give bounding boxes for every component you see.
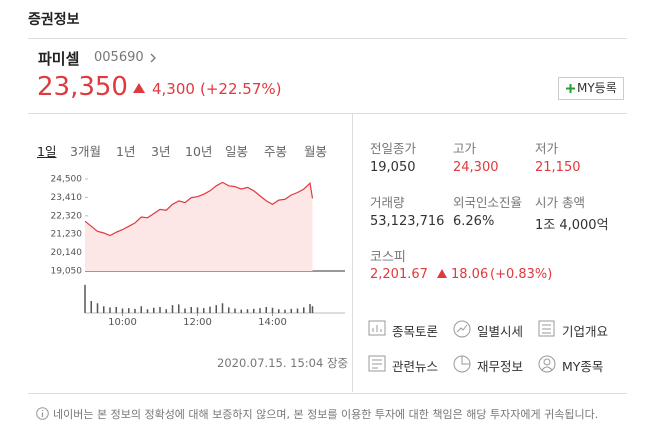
market-change: 18.06: [451, 267, 489, 282]
link[interactable]: 기업개요: [562, 324, 609, 339]
market-value: 2,201.67: [370, 267, 428, 282]
disclaimer: 네이버는 본 정보의 정확성에 대해 보증하지 않으며, 본 정보를 이용한 투…: [53, 408, 599, 421]
price-change-rate: (+22.57%): [200, 80, 282, 98]
icon: [368, 355, 386, 372]
period-tab[interactable]: 3개월: [70, 144, 101, 159]
stat-label: 저가: [535, 141, 559, 156]
section-title: 증권정보: [28, 12, 80, 28]
stat-value: 19,050: [370, 160, 416, 175]
current-price: 23,350: [37, 72, 128, 102]
period-tab[interactable]: 월봉: [304, 144, 328, 159]
stat-value: 6.26%: [453, 214, 495, 229]
stock-code[interactable]: 005690: [94, 50, 144, 65]
link[interactable]: MY종목: [562, 359, 604, 374]
y-tick-label: 23,410: [51, 193, 83, 203]
y-tick-label: 24,500: [51, 175, 83, 185]
link[interactable]: 재무정보: [477, 359, 524, 374]
stat-value: 53,123,716: [370, 214, 445, 229]
my-register-button[interactable]: MY등록: [558, 77, 624, 100]
period-tab[interactable]: 주봉: [264, 144, 288, 159]
link[interactable]: 종목토론: [392, 324, 439, 339]
icon: [538, 355, 556, 373]
up-arrow: [133, 83, 145, 93]
price-line: [84, 181, 314, 237]
period-tab[interactable]: 1일: [37, 144, 57, 159]
market-rate: (+0.83%): [490, 267, 553, 282]
y-tick-label: 22,320: [51, 211, 83, 221]
panel: [28, 38, 627, 394]
price-area: [85, 182, 313, 271]
link[interactable]: 일별시세: [477, 324, 524, 339]
icon: [368, 320, 386, 336]
period-tab[interactable]: 10년: [185, 144, 213, 159]
timestamp: 2020.07.15. 15:04 장중: [217, 356, 349, 370]
icon: [453, 355, 471, 373]
price-change: 4,300: [152, 80, 195, 98]
divider: [352, 113, 353, 392]
period-tab[interactable]: 1년: [116, 144, 136, 159]
icon: [453, 320, 471, 338]
stat-label: 전일종가: [370, 141, 417, 156]
x-tick-label: 10:00: [108, 317, 137, 328]
stat-value: 1조 4,000억: [535, 218, 609, 233]
y-tick-label: 19,050: [51, 267, 83, 277]
stat-value: 21,150: [535, 160, 581, 175]
up-arrow: [437, 269, 447, 278]
chevron: [150, 53, 156, 63]
x-tick-label: 12:00: [183, 317, 212, 328]
info-icon: [36, 407, 49, 420]
stat-label: 외국인소진율: [453, 195, 523, 210]
divider: [28, 113, 627, 114]
period-tab[interactable]: 일봉: [225, 144, 249, 159]
y-tick-label: 21,230: [51, 230, 83, 240]
y-tick-label: 20,140: [51, 248, 83, 258]
stat-label: 거래량: [370, 195, 405, 210]
link[interactable]: 관련뉴스: [392, 359, 439, 374]
icon: [538, 320, 555, 337]
stat-label: 시가 총액: [535, 195, 585, 210]
plus-icon: [566, 84, 575, 93]
stat-label: 고가: [453, 141, 477, 156]
x-tick-label: 14:00: [258, 317, 287, 328]
period-tab[interactable]: 3년: [151, 144, 171, 159]
button-label[interactable]: MY등록: [577, 81, 617, 95]
stat-value: 24,300: [453, 160, 499, 175]
stock-name[interactable]: 파미셀: [38, 50, 80, 68]
market-label: 코스피: [370, 250, 406, 265]
intraday-chart: 24,500 23,410 22,320 21,230 20,140 19,050 10:0…: [51, 175, 345, 328]
